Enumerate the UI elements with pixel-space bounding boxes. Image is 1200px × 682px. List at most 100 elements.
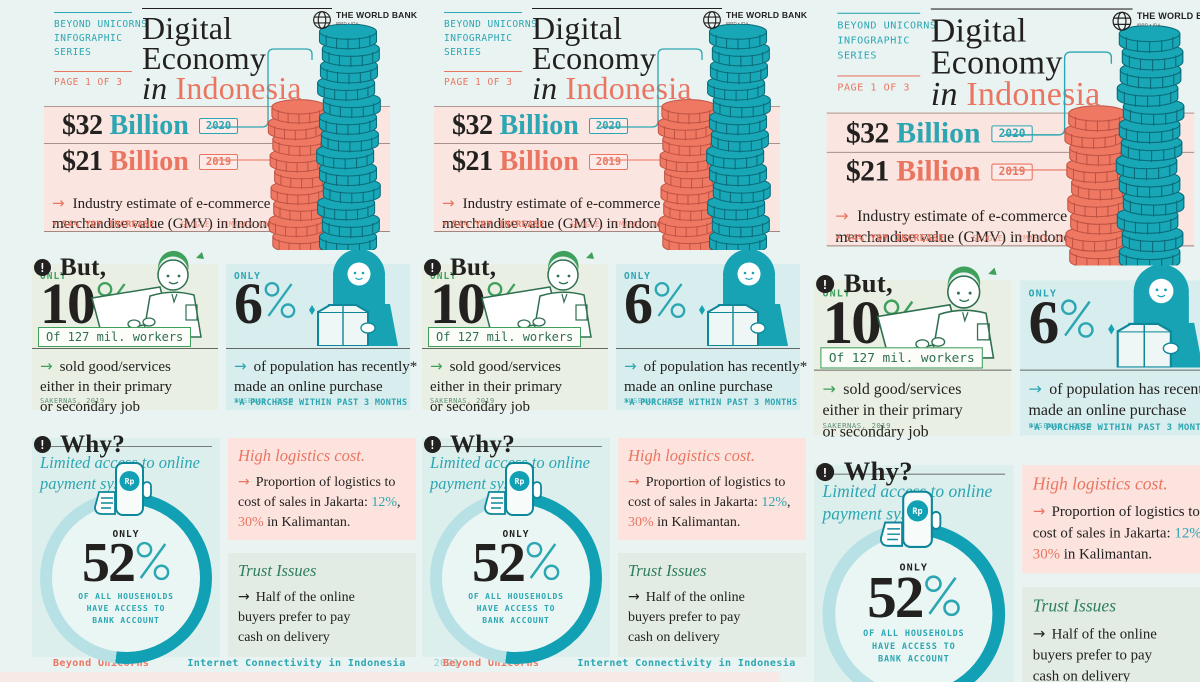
arrow-icon: →	[40, 357, 53, 375]
gmv-divider	[44, 143, 390, 144]
arrow-icon: →	[430, 357, 443, 375]
purchase-footnote: *A PURCHASE WITHIN PAST 3 MONTHS	[1028, 422, 1200, 434]
arrow-icon: →	[238, 474, 250, 490]
gmv-2020-row: $32 Billion 2020	[846, 117, 1033, 151]
only-label: ONLY	[430, 271, 457, 282]
title-line-1: Digital	[532, 10, 623, 46]
footer-year: 2021	[433, 658, 460, 669]
purchase-text: →of population has recently* made an onl…	[624, 357, 808, 395]
gmv-source-row: • 54% YOY INCREASE GOOGLE, TEMASEK AND BA…	[442, 220, 715, 230]
arrow-icon: →	[1032, 625, 1046, 643]
purchase-stat-card: ONLY 6	[226, 249, 417, 410]
logistics-text: → Proportion of logistics to cost of sale…	[628, 474, 791, 530]
gmv-2019-unit: Billion	[499, 146, 579, 177]
bank-access-percentage: 52	[82, 535, 170, 591]
logistics-card: High logistics cost. → Proportion of logi…	[228, 438, 416, 540]
gmv-2020-row: $32 Billion 2020	[452, 110, 629, 142]
series-title: BEYOND UNICORNS INFOGRAPHIC SERIES	[54, 18, 150, 60]
infographic-panel: BEYOND UNICORNS INFOGRAPHIC SERIES PAGE …	[780, 0, 1200, 682]
payment-title: Limited access to online payment system	[40, 446, 212, 494]
workers-text: → sold good/services either in their prim…	[40, 357, 173, 415]
gmv-2020-year-badge: 2020	[991, 125, 1033, 143]
coin-stacks-illustration	[267, 24, 381, 250]
series-meta: BEYOND UNICORNS INFOGRAPHIC SERIES PAGE …	[837, 12, 939, 93]
only-label: ONLY	[502, 529, 530, 540]
panel-column-2: BEYOND UNICORNS INFOGRAPHIC SERIES PAGE …	[390, 0, 849, 682]
only-label: ONLY	[112, 529, 140, 540]
payment-access-card: Limited access to online payment system …	[32, 438, 220, 664]
bank-access-percentage: 52	[472, 535, 560, 591]
logistics-card: High logistics cost. → Proportion of logi…	[618, 438, 806, 540]
donut-caption: OF ALL HOUSEHOLDS HAVE ACCESS TO BANK AC…	[863, 628, 965, 664]
but-cards: ONLY 10 Of 127 mil. workers	[813, 264, 1200, 441]
series-line-1: BEYOND UNICORNS	[54, 19, 148, 30]
donut-ring: ONLY 52 OF ALL HOUSEHOLDS HAVE ACCESS TO…	[40, 492, 212, 664]
workers-source: SAKERNAS, 2019	[430, 397, 495, 405]
title-rule	[142, 8, 332, 9]
phone-payment-icon: Rp	[94, 462, 152, 516]
world-bank-sub: IBRD • IDA	[1136, 22, 1161, 28]
arrow-icon: →	[52, 194, 65, 212]
coin-stacks-illustration	[1064, 25, 1185, 266]
logistics-text: → Proportion of logistics to cost of sale…	[1032, 503, 1200, 563]
but-heading: ! But,	[816, 269, 893, 299]
kalimantan-percentage: 30%	[238, 515, 264, 530]
gmv-2020-unit: Billion	[896, 116, 981, 150]
sparkle-icon	[1108, 323, 1115, 335]
trust-title: Trust Issues	[238, 561, 317, 580]
logistics-title: High logistics cost.	[238, 446, 365, 465]
why-heading: ! Why?	[816, 457, 913, 487]
bullet-icon: •	[442, 220, 448, 230]
man-with-laptop-illustration	[481, 250, 594, 338]
trust-title: Trust Issues	[1032, 595, 1117, 616]
purchase-text: →of population has recently* made an onl…	[234, 357, 418, 395]
donut-center: ONLY 52 OF ALL HOUSEHOLDS HAVE ACCESS TO…	[52, 504, 200, 652]
footer-brand: Beyond Unicorns	[53, 658, 150, 669]
teal-coin-stack	[706, 24, 771, 250]
bank-access-donut: Rp ONLY 52 OF ALL HOUSEHOLDS HAVE ACCESS…	[430, 462, 602, 664]
card-divider	[616, 348, 800, 349]
gmv-source-row: • 54% YOY INCREASE GOOGLE, TEMASEK AND BA…	[52, 220, 325, 230]
donut-caption: OF ALL HOUSEHOLDS HAVE ACCESS TO BANK AC…	[468, 592, 564, 625]
gmv-source: GOOGLE, TEMASEK AND BAIN, 2020	[180, 220, 326, 229]
alert-icon: !	[34, 259, 51, 277]
payment-access-card: Limited access to online payment system …	[813, 465, 1014, 682]
arrow-icon: →	[442, 194, 455, 212]
footer-brand: Beyond Unicorns	[443, 658, 540, 669]
world-bank-globe-icon	[1112, 11, 1132, 31]
gmv-2019-amount: $21	[452, 146, 493, 177]
workers-percentage: 10	[40, 275, 210, 333]
phone-payment-icon: Rp	[879, 490, 942, 548]
hair	[157, 250, 189, 272]
workers-count-box: Of 127 mil. workers	[428, 327, 582, 347]
world-bank-globe-icon	[313, 11, 331, 29]
percent-icon	[654, 281, 686, 319]
purchase-stat-card: ONLY 6	[616, 249, 807, 410]
arrow-icon: →	[628, 474, 640, 490]
only-label: ONLY	[40, 271, 67, 282]
percent-icon	[526, 541, 560, 581]
footer-strip	[390, 672, 780, 682]
yoy-increase: • 54% YOY INCREASE	[835, 233, 945, 245]
gmv-2019-year-badge: 2019	[991, 163, 1033, 181]
gmv-description: → Industry estimate of e-commerce gross m…	[442, 194, 696, 232]
percent-icon	[136, 541, 170, 581]
logistics-text: → Proportion of logistics to cost of sale…	[238, 474, 401, 530]
purchase-percentage: 6	[624, 275, 792, 333]
series-title: BEYOND UNICORNS INFOGRAPHIC SERIES	[444, 18, 540, 60]
footer-strip	[0, 672, 390, 682]
title-line-1: Digital	[930, 10, 1027, 49]
card-divider	[32, 348, 218, 349]
gmv-2020-unit: Billion	[109, 110, 189, 141]
arrow-icon: →	[628, 589, 640, 605]
world-bank-sub: IBRD • IDA	[726, 21, 749, 26]
man-with-laptop-illustration	[91, 250, 204, 338]
trust-text: → Half of the online buyers prefer to pay…	[238, 589, 355, 645]
panel-column-3: BEYOND UNICORNS INFOGRAPHIC SERIES PAGE …	[780, 0, 1200, 682]
only-label: ONLY	[1028, 287, 1058, 300]
bullet-icon: •	[835, 233, 842, 245]
world-bank-logo: THE WORLD BANK IBRD • IDA	[702, 10, 807, 30]
footer-title: Internet Connectivity in Indonesia	[577, 658, 796, 669]
workers-source: SAKERNAS, 2019	[40, 397, 105, 405]
page-indicator: PAGE 1 OF 3	[444, 77, 513, 88]
